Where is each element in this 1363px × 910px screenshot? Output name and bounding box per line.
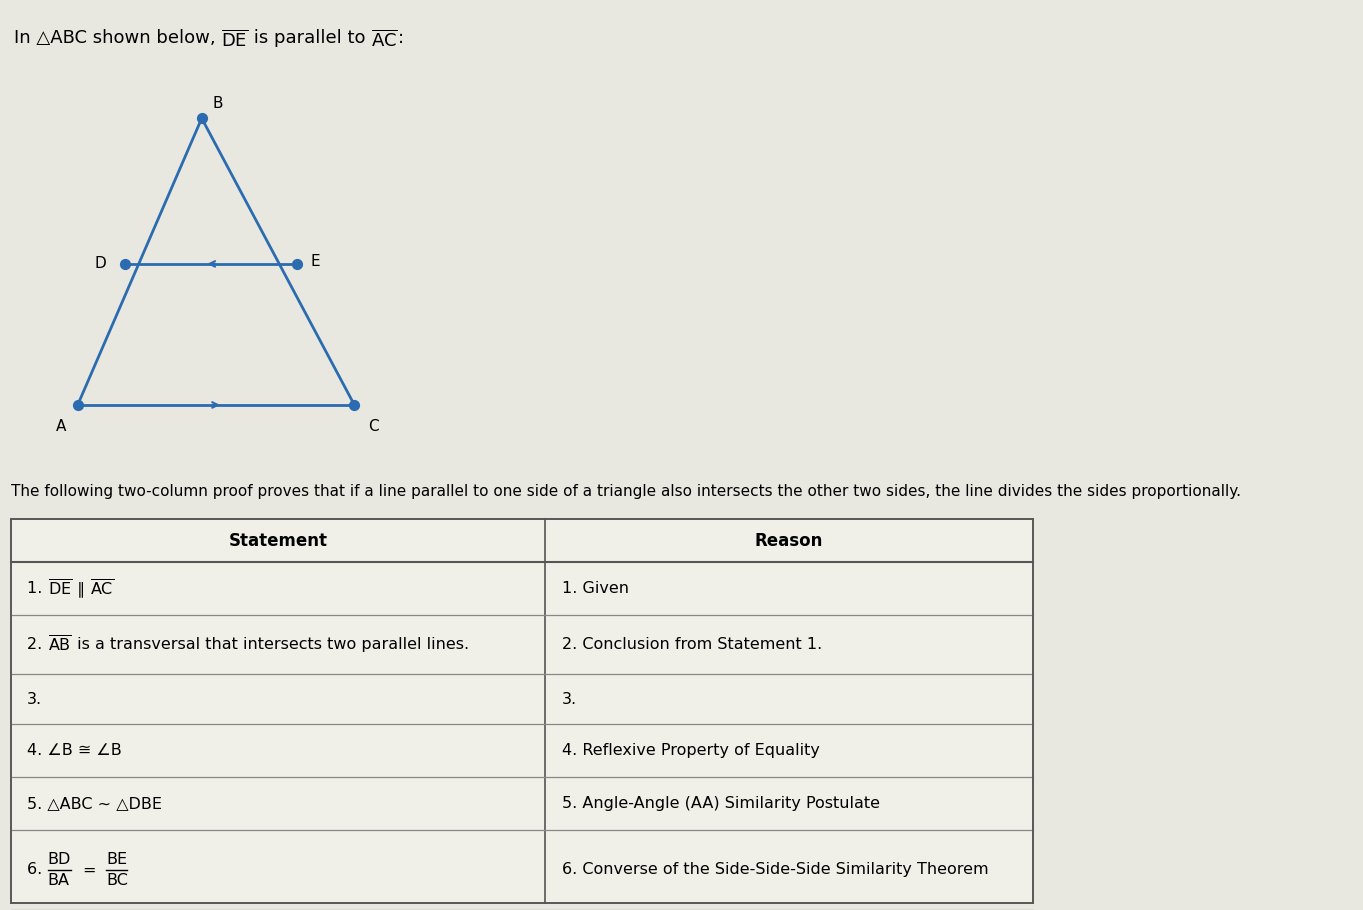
Text: 5. Angle-Angle (AA) Similarity Postulate: 5. Angle-Angle (AA) Similarity Postulate bbox=[562, 796, 879, 811]
Text: D: D bbox=[94, 257, 106, 271]
Text: C: C bbox=[368, 419, 379, 433]
Text: Reason: Reason bbox=[755, 531, 823, 550]
Text: ∥: ∥ bbox=[72, 581, 90, 597]
Text: $\overline{\mathregular{AB}}$: $\overline{\mathregular{AB}}$ bbox=[48, 634, 71, 655]
Text: $\overline{\mathregular{DE}}$: $\overline{\mathregular{DE}}$ bbox=[221, 29, 248, 50]
Bar bbox=[11, 519, 1033, 903]
Text: E: E bbox=[311, 254, 320, 268]
Text: 2. Conclusion from Statement 1.: 2. Conclusion from Statement 1. bbox=[562, 637, 822, 652]
Text: 3.: 3. bbox=[562, 692, 577, 707]
Text: 1.: 1. bbox=[27, 581, 48, 596]
Point bbox=[286, 257, 308, 271]
Text: 6.: 6. bbox=[27, 863, 48, 877]
Text: BC: BC bbox=[106, 874, 128, 888]
Text: BA: BA bbox=[48, 874, 70, 888]
Text: 1. Given: 1. Given bbox=[562, 581, 628, 596]
Text: BD: BD bbox=[48, 852, 71, 866]
Text: 5. △ABC ~ △DBE: 5. △ABC ~ △DBE bbox=[27, 796, 162, 811]
Text: 4. ∠B ≅ ∠B: 4. ∠B ≅ ∠B bbox=[27, 743, 123, 758]
Text: 4. Reflexive Property of Equality: 4. Reflexive Property of Equality bbox=[562, 743, 819, 758]
Text: 2.: 2. bbox=[27, 637, 48, 652]
Text: $\overline{\mathregular{DE}}$: $\overline{\mathregular{DE}}$ bbox=[48, 579, 72, 599]
Text: B: B bbox=[213, 96, 224, 111]
Text: 6. Converse of the Side-Side-Side Similarity Theorem: 6. Converse of the Side-Side-Side Simila… bbox=[562, 863, 988, 877]
Point bbox=[114, 257, 136, 271]
Point bbox=[343, 398, 365, 412]
Text: :: : bbox=[398, 29, 405, 47]
Text: is a transversal that intersects two parallel lines.: is a transversal that intersects two par… bbox=[71, 637, 469, 652]
Text: 3.: 3. bbox=[27, 692, 42, 707]
Text: $\overline{\mathregular{AC}}$: $\overline{\mathregular{AC}}$ bbox=[372, 29, 398, 50]
Text: $\overline{\mathregular{AC}}$: $\overline{\mathregular{AC}}$ bbox=[90, 579, 114, 599]
Text: is parallel to: is parallel to bbox=[248, 29, 372, 47]
Text: =: = bbox=[82, 863, 95, 877]
Text: The following two-column proof proves that if a line parallel to one side of a t: The following two-column proof proves th… bbox=[11, 484, 1240, 499]
Text: BE: BE bbox=[106, 852, 128, 866]
Text: Statement: Statement bbox=[229, 531, 327, 550]
Point bbox=[191, 111, 213, 126]
Text: A: A bbox=[56, 419, 67, 433]
Text: In △ABC shown below,: In △ABC shown below, bbox=[14, 29, 221, 47]
Point bbox=[67, 398, 89, 412]
